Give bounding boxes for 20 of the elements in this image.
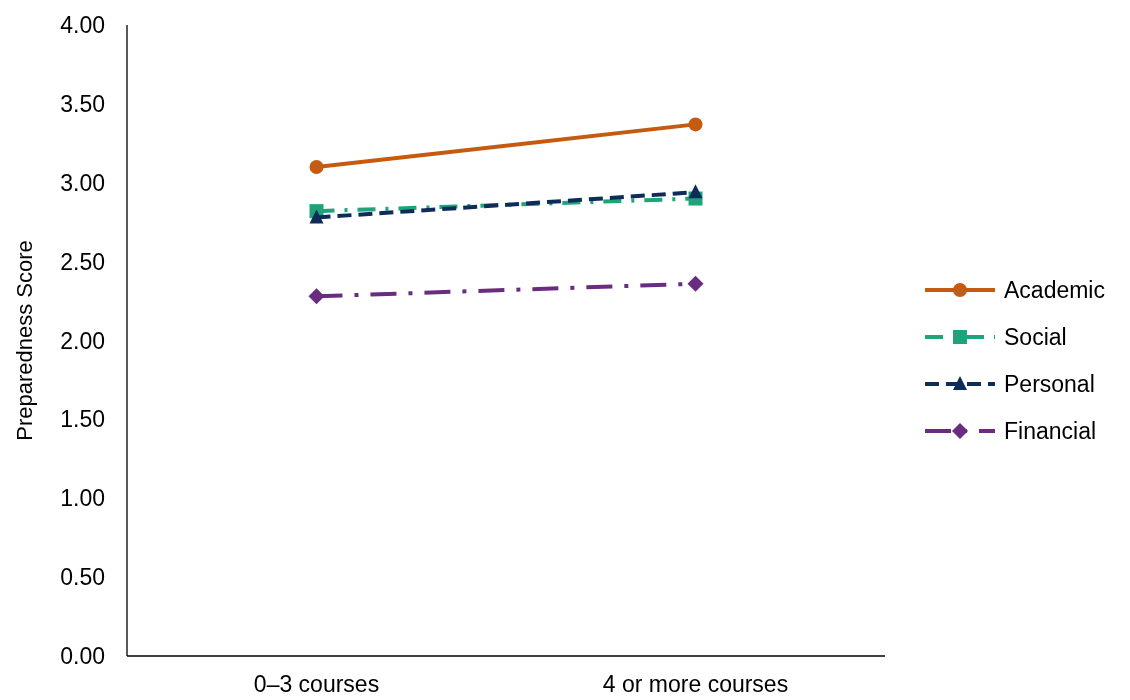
y-tick-label: 1.00 (60, 485, 105, 512)
y-tick-label: 0.00 (60, 643, 105, 670)
y-tick-label: 1.50 (60, 406, 105, 433)
y-tick-label: 3.00 (60, 169, 105, 196)
point (688, 117, 703, 132)
legend-label: Academic (1004, 277, 1105, 304)
legend-label: Social (1004, 324, 1067, 351)
y-axis-title: Preparedness Score (12, 240, 37, 441)
y-tick-label: 4.00 (60, 12, 105, 39)
legend-label: Personal (1004, 371, 1095, 398)
point (308, 288, 325, 305)
point (687, 275, 704, 292)
y-tick-label: 2.00 (60, 327, 105, 354)
y-tick-label: 2.50 (60, 248, 105, 275)
y-tick-label: 3.50 (60, 90, 105, 117)
legend-label: Financial (1004, 418, 1097, 445)
point (309, 159, 324, 174)
x-tick-label: 4 or more courses (602, 671, 789, 697)
y-tick-label: 0.50 (60, 564, 105, 591)
x-tick-label: 0–3 courses (253, 671, 380, 697)
